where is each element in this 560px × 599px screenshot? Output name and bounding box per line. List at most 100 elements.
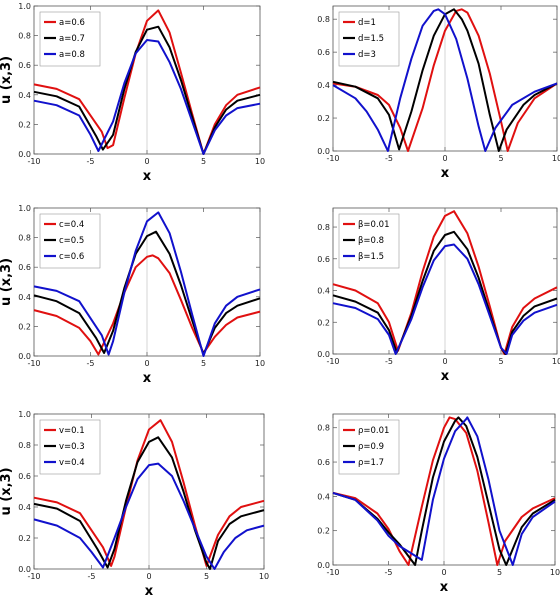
x-tick-label: 5 bbox=[204, 572, 209, 581]
y-tick-label: 0.0 bbox=[18, 352, 31, 361]
legend-label: c=0.5 bbox=[59, 236, 84, 246]
x-axis-label: x bbox=[143, 169, 152, 184]
y-tick-label: 0.8 bbox=[18, 32, 31, 41]
chart-panel-4: -10 -5 0 5 10 0.0 0.2 0.4 0.6 0.8 x β=0.01 β=0.8 β=1.… bbox=[317, 207, 560, 384]
y-tick-label: 1.0 bbox=[18, 410, 31, 419]
y-tick-label: 0.2 bbox=[317, 114, 330, 123]
y-tick-label: 0.2 bbox=[18, 322, 31, 331]
y-tick-label: 0.4 bbox=[18, 503, 31, 512]
y-tick-label: 1.0 bbox=[18, 2, 31, 11]
y-tick-label: 0.2 bbox=[317, 318, 330, 327]
series-line-3 bbox=[332, 243, 558, 355]
legend-label: ρ=0.9 bbox=[358, 442, 384, 452]
x-tick-label: -10 bbox=[326, 154, 339, 163]
y-tick-label: 0.6 bbox=[18, 61, 31, 70]
legend-label: c=0.4 bbox=[59, 220, 84, 230]
legend-label: v=0.4 bbox=[59, 458, 85, 468]
legend-label: ρ=1.7 bbox=[358, 458, 384, 468]
x-tick-label: -10 bbox=[27, 359, 40, 368]
x-tick-label: 5 bbox=[498, 154, 503, 163]
y-tick-label: 0.8 bbox=[18, 234, 31, 243]
chart-panel-1: -10 -5 0 5 10 0.0 0.2 0.4 0.6 0.8 1.0 x u (x,3) a=0.6… bbox=[0, 2, 265, 184]
x-tick-label: -5 bbox=[385, 568, 393, 577]
y-tick-label: 0.6 bbox=[18, 472, 31, 481]
series-line-1 bbox=[332, 210, 558, 355]
x-tick-label: 0 bbox=[144, 157, 149, 166]
x-tick-label: 10 bbox=[255, 359, 265, 368]
legend-label: ρ=0.01 bbox=[358, 426, 389, 436]
y-tick-label: 0.6 bbox=[317, 48, 330, 57]
series-line-1 bbox=[332, 416, 556, 566]
y-tick-label: 0.2 bbox=[317, 527, 330, 536]
x-tick-label: 0 bbox=[442, 357, 447, 366]
y-tick-label: 0.6 bbox=[317, 458, 330, 467]
y-tick-label: 0.8 bbox=[317, 15, 330, 24]
y-axis-label: u (x,3) bbox=[0, 258, 14, 306]
legend-label: β=1.5 bbox=[358, 252, 384, 262]
x-tick-label: 5 bbox=[497, 568, 502, 577]
legend-label: a=0.8 bbox=[59, 50, 85, 60]
series-line-3 bbox=[332, 8, 558, 152]
series-line-3 bbox=[33, 39, 261, 155]
y-tick-label: 0.0 bbox=[18, 565, 31, 574]
x-tick-label: -5 bbox=[385, 154, 393, 163]
y-tick-label: 1.0 bbox=[18, 204, 31, 213]
x-tick-label: -10 bbox=[27, 572, 40, 581]
legend-label: β=0.01 bbox=[358, 220, 389, 230]
x-tick-label: 0 bbox=[146, 572, 151, 581]
legend-label: d=1.5 bbox=[358, 34, 384, 44]
y-tick-label: 0.4 bbox=[18, 293, 31, 302]
x-tick-label: 0 bbox=[144, 359, 149, 368]
x-tick-label: 0 bbox=[442, 154, 447, 163]
legend-label: c=0.6 bbox=[59, 252, 84, 262]
y-tick-label: 0.8 bbox=[18, 441, 31, 450]
y-tick-label: 0.8 bbox=[317, 223, 330, 232]
x-tick-label: 5 bbox=[498, 357, 503, 366]
x-tick-label: 10 bbox=[550, 568, 560, 577]
y-axis-label: u (x,3) bbox=[0, 467, 14, 515]
x-tick-label: 10 bbox=[552, 357, 560, 366]
series-line-1 bbox=[33, 254, 261, 356]
series-line-3 bbox=[33, 462, 265, 570]
legend-label: β=0.8 bbox=[358, 236, 384, 246]
y-tick-label: 0.0 bbox=[317, 147, 330, 156]
series-line-2 bbox=[332, 8, 558, 152]
x-axis-label: x bbox=[441, 369, 450, 384]
x-tick-label: 0 bbox=[441, 568, 446, 577]
legend-label: a=0.7 bbox=[59, 34, 85, 44]
series-line-3 bbox=[332, 416, 556, 566]
x-axis-label: x bbox=[440, 580, 449, 595]
x-tick-label: 5 bbox=[201, 157, 206, 166]
y-tick-label: 0.6 bbox=[18, 263, 31, 272]
y-tick-label: 0.8 bbox=[317, 424, 330, 433]
series-line-3 bbox=[33, 211, 261, 357]
x-tick-label: -5 bbox=[87, 157, 95, 166]
x-tick-label: -10 bbox=[326, 357, 339, 366]
y-tick-label: 0.2 bbox=[18, 120, 31, 129]
series-line-2 bbox=[332, 416, 556, 566]
legend-label: a=0.6 bbox=[59, 18, 85, 28]
legend-label: v=0.3 bbox=[59, 442, 85, 452]
x-tick-label: -5 bbox=[87, 359, 95, 368]
y-tick-label: 0.0 bbox=[317, 561, 330, 570]
y-tick-label: 0.4 bbox=[317, 492, 330, 501]
chart-panel-5: -10 -5 0 5 10 0.0 0.2 0.4 0.6 0.8 1.0 x u (x,3) v=0.1… bbox=[0, 410, 269, 599]
x-tick-label: 10 bbox=[259, 572, 269, 581]
x-tick-label: -5 bbox=[385, 357, 393, 366]
y-tick-label: 0.4 bbox=[18, 91, 31, 100]
y-tick-label: 0.2 bbox=[18, 534, 31, 543]
y-tick-label: 0.4 bbox=[317, 287, 330, 296]
x-tick-label: 10 bbox=[255, 157, 265, 166]
x-tick-label: -10 bbox=[326, 568, 339, 577]
x-axis-label: x bbox=[145, 584, 154, 599]
series-line-2 bbox=[33, 230, 261, 356]
x-tick-label: -5 bbox=[88, 572, 96, 581]
y-tick-label: 0.4 bbox=[317, 81, 330, 90]
x-tick-label: 10 bbox=[552, 154, 560, 163]
x-axis-label: x bbox=[441, 166, 450, 181]
chart-panel-6: -10 -5 0 5 10 0.0 0.2 0.4 0.6 0.8 x ρ=0.01 ρ=0.9 ρ=1.… bbox=[317, 413, 560, 595]
y-tick-label: 0.6 bbox=[317, 255, 330, 264]
y-tick-label: 0.0 bbox=[18, 150, 31, 159]
x-tick-label: 5 bbox=[201, 359, 206, 368]
